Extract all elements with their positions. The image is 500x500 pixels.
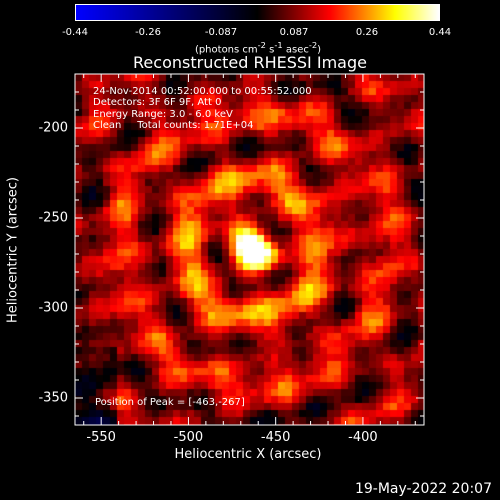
annotation-time-range: 24-Nov-2014 00:52:00.000 to 00:55:52.000	[93, 86, 312, 97]
colorbar-tick-label: -0.26	[135, 27, 161, 38]
y-tick-label: -250	[38, 210, 68, 226]
tick-marks	[75, 73, 424, 425]
annotation-detectors: Detectors: 3F 6F 9F, Att 0	[93, 97, 222, 109]
colorbar	[75, 4, 440, 21]
annotation-peak-position: Position of Peak = [-463,-267]	[95, 397, 245, 408]
heatmap-image	[75, 74, 424, 425]
colorbar-tick-label: 0.26	[355, 27, 379, 38]
annotation-block: 24-Nov-2014 00:52:00.000 to 00:55:52.000…	[93, 86, 312, 131]
x-axis-label: Heliocentric X (arcsec)	[174, 447, 322, 462]
y-tick-label: -350	[38, 390, 68, 406]
y-tick-label: -300	[38, 300, 68, 316]
plot-frame	[74, 73, 425, 426]
colorbar-tick-label: -0.44	[62, 27, 88, 38]
y-tick-label: -200	[38, 120, 68, 136]
y-axis-label: Heliocentric Y (arcsec)	[5, 177, 21, 323]
x-tick-label: -500	[173, 430, 204, 445]
annotation-energy: Energy Range: 3.0 - 6.0 keV	[93, 108, 233, 120]
x-tick-label: -400	[348, 430, 378, 445]
chart-title: Reconstructed RHESSI Image	[133, 53, 367, 72]
colorbar-units: (photons cm-2 s-1 asec-2)	[194, 40, 322, 56]
colorbar-tick-label: -0.087	[204, 27, 238, 38]
annotation-clean: Clean Total counts: 1.71E+04	[93, 119, 254, 131]
x-tick-label: -450	[260, 430, 291, 445]
date-stamp: 19-May-2022 20:07	[354, 481, 492, 497]
x-tick-label: -550	[86, 430, 116, 445]
colorbar-tick-label: 0.44	[428, 27, 452, 38]
colorbar-tick-label: 0.087	[279, 27, 309, 38]
